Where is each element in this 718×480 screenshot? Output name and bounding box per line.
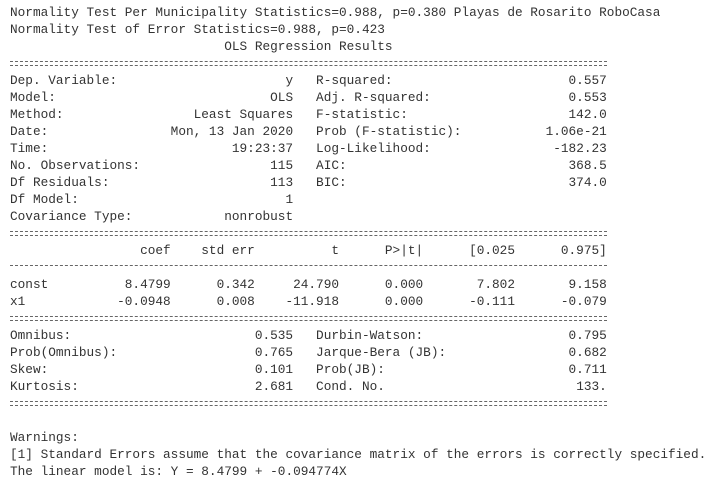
stat-value: 1.06e-21 <box>545 124 607 139</box>
stat-label: Df Residuals: <box>10 175 110 190</box>
separator <box>10 61 607 66</box>
separator <box>10 231 607 236</box>
coef-value: 0.000 <box>384 277 424 292</box>
coef-value: 24.790 <box>293 277 340 292</box>
stat-label: Covariance Type: <box>10 209 133 224</box>
warning-item: [1] Standard Errors assume that the cova… <box>10 447 707 462</box>
header-line: Normality Test Per Municipality Statisti… <box>10 5 661 20</box>
stat-value: nonrobust <box>224 209 294 224</box>
summary-title: OLS Regression Results <box>224 39 393 54</box>
stat-value: -182.23 <box>553 141 607 156</box>
coef-value: -0.111 <box>469 294 515 309</box>
column-header: P>|t| <box>384 243 424 258</box>
coef-value: 0.000 <box>384 294 424 309</box>
coef-value: 9.158 <box>568 277 607 292</box>
stat-value: y <box>285 73 294 88</box>
column-header: std err <box>201 243 255 258</box>
stat-value: 368.5 <box>568 158 607 173</box>
stat-value: 374.0 <box>568 175 607 190</box>
stat-label: Dep. Variable: <box>10 73 118 88</box>
stat-value: 142.0 <box>568 107 607 122</box>
separator <box>10 401 607 406</box>
stat-value: 133. <box>576 379 607 394</box>
stat-value: 0.557 <box>568 73 607 88</box>
coef-value: 0.342 <box>216 277 255 292</box>
separator <box>10 316 607 321</box>
stat-value: Least Squares <box>193 107 294 122</box>
stat-value: 0.711 <box>568 362 607 377</box>
stat-label: Kurtosis: <box>10 379 79 394</box>
stat-label: R-squared: <box>316 73 393 88</box>
stat-value: 2.681 <box>254 379 294 394</box>
column-header: t <box>331 243 339 258</box>
stat-value: 19:23:37 <box>231 141 294 156</box>
column-header: 0.975] <box>560 243 607 258</box>
warnings-title: Warnings: <box>10 430 79 445</box>
coef-value: -0.079 <box>560 294 607 309</box>
stat-value: 0.535 <box>254 328 294 343</box>
stat-label: Df Model: <box>10 192 79 207</box>
variable-name: x1 <box>10 294 26 309</box>
stat-label: No. Observations: <box>10 158 141 173</box>
header-line: Normality Test of Error Statistics=0.988… <box>10 22 385 37</box>
stat-label: Model: <box>10 90 56 105</box>
stat-label: Prob(JB): <box>316 362 385 377</box>
stat-label: Time: <box>10 141 49 156</box>
stat-label: Skew: <box>10 362 49 377</box>
stat-label: AIC: <box>316 158 347 173</box>
stat-label: Prob (F-statistic): <box>316 124 462 139</box>
stat-label: Omnibus: <box>10 328 72 343</box>
stat-label: Log-Likelihood: <box>316 141 431 156</box>
stat-label: Method: <box>10 107 64 122</box>
stat-value: OLS <box>270 90 294 105</box>
coef-value: -11.918 <box>285 294 339 309</box>
stat-label: Date: <box>10 124 49 139</box>
stat-label: Adj. R-squared: <box>316 90 431 105</box>
stat-value: 0.795 <box>568 328 607 343</box>
stat-label: Cond. No. <box>316 379 385 394</box>
stat-value: 113 <box>270 175 294 190</box>
linear-model: The linear model is: Y = 8.4799 + -0.094… <box>10 464 347 479</box>
stat-label: BIC: <box>316 175 347 190</box>
coef-value: -0.0948 <box>117 294 171 309</box>
stat-label: Durbin-Watson: <box>316 328 424 343</box>
stat-value: 115 <box>270 158 294 173</box>
column-header: coef <box>140 243 171 258</box>
column-header: [0.025 <box>469 243 515 258</box>
stat-label: Jarque-Bera (JB): <box>316 345 447 360</box>
stat-value: 0.101 <box>254 362 294 377</box>
stat-value: 0.682 <box>568 345 607 360</box>
stat-label: Prob(Omnibus): <box>10 345 118 360</box>
stat-value: Mon, 13 Jan 2020 <box>170 124 294 139</box>
coef-value: 8.4799 <box>124 277 171 292</box>
stat-value: 0.765 <box>254 345 294 360</box>
separator <box>10 265 607 266</box>
stat-value: 0.553 <box>568 90 607 105</box>
coef-value: 0.008 <box>216 294 255 309</box>
coef-value: 7.802 <box>476 277 515 292</box>
variable-name: const <box>10 277 49 292</box>
stat-label: F-statistic: <box>316 107 408 122</box>
stat-value: 1 <box>285 192 294 207</box>
